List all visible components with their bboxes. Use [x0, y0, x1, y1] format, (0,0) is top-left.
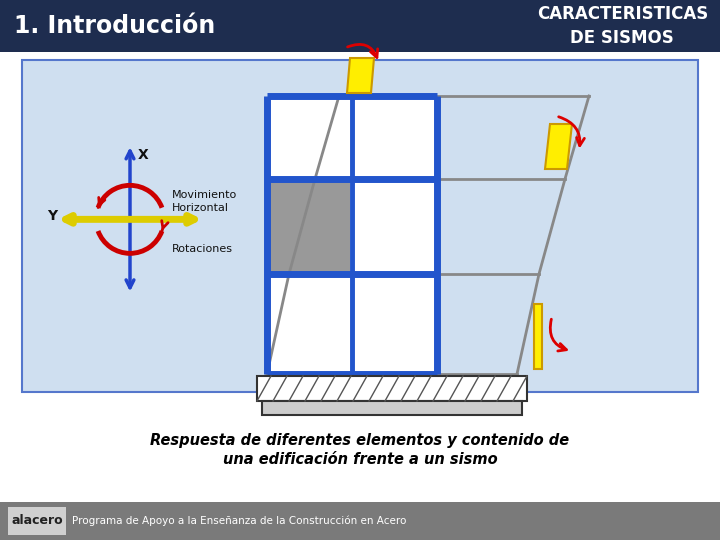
Bar — [0, 0, 720, 52]
Polygon shape — [347, 58, 374, 93]
Bar — [269, 276, 349, 372]
Bar — [22, 60, 698, 392]
Bar — [0, 502, 720, 540]
Text: una edificación frente a un sismo: una edificación frente a un sismo — [222, 451, 498, 467]
Text: Respuesta de diferentes elementos y contenido de: Respuesta de diferentes elementos y cont… — [150, 434, 570, 449]
Text: Y: Y — [47, 210, 57, 224]
Bar — [354, 276, 434, 372]
Bar — [269, 181, 349, 272]
Text: Rotaciones: Rotaciones — [172, 245, 233, 254]
Bar — [262, 401, 522, 415]
Bar — [269, 181, 349, 272]
Bar — [269, 98, 349, 177]
Polygon shape — [545, 124, 572, 169]
Text: Programa de Apoyo a la Enseñanza de la Construcción en Acero: Programa de Apoyo a la Enseñanza de la C… — [72, 516, 406, 526]
Bar — [257, 376, 527, 401]
Bar — [354, 181, 434, 272]
Text: X: X — [138, 148, 149, 163]
Bar — [354, 98, 434, 177]
Text: Movimiento
Horizontal: Movimiento Horizontal — [172, 190, 238, 213]
Bar — [8, 507, 66, 535]
Text: CARACTERISTICAS
DE SISMOS: CARACTERISTICAS DE SISMOS — [536, 5, 708, 47]
Text: 1. Introducción: 1. Introducción — [14, 14, 215, 38]
Bar — [534, 304, 542, 369]
Text: alacero: alacero — [12, 515, 63, 528]
